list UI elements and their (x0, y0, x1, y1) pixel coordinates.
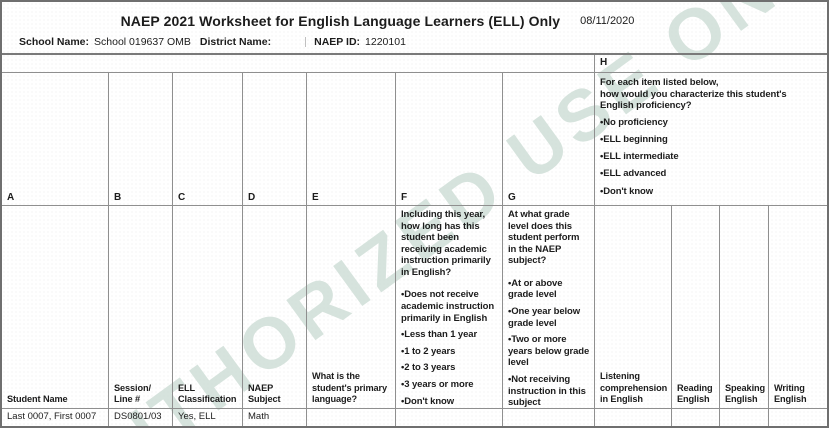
column-h-letter-cell: H (595, 55, 827, 73)
column-a-letter: A (7, 192, 15, 203)
naep-id-label: NAEP ID: (314, 36, 361, 48)
school-name-label: School Name: (19, 36, 90, 48)
f-answer-cell (396, 409, 503, 426)
document-header: NAEP 2021 Worksheet for English Language… (2, 2, 827, 53)
reading-label: Reading English (677, 382, 713, 404)
column-d-letter: D (248, 192, 256, 203)
field-divider (305, 37, 307, 47)
f-option: •Less than 1 year (401, 329, 478, 341)
f-option: •Does not receive academic instruction p… (401, 289, 495, 324)
column-b-letter-cell: B (109, 73, 173, 206)
h-option: •Don't know (600, 185, 654, 197)
writing-answer-cell (769, 409, 827, 426)
f-option: •3 years or more (401, 378, 474, 390)
school-info-row: School Name: School 019637 OMB District … (2, 31, 827, 53)
writing-header-cell: Writing English (769, 206, 827, 409)
h-option: •ELL beginning (600, 134, 668, 146)
ell-classification-label: ELL Classification (178, 382, 237, 404)
title-row: NAEP 2021 Worksheet for English Language… (2, 2, 827, 31)
column-f-question-cell: Including this year, how long has this s… (396, 206, 503, 409)
listening-label: Listening comprehension in English (600, 371, 668, 404)
column-a-letter-cell: A (2, 73, 109, 206)
document-date: 08/11/2020 (580, 15, 635, 27)
speaking-header-cell: Speaking English (720, 206, 769, 409)
naep-id-value: 1220101 (365, 36, 406, 48)
naep-subject-cell: Math (243, 409, 307, 426)
speaking-answer-cell (720, 409, 769, 426)
column-d-letter-cell: D (243, 73, 307, 206)
g-option: •Not receiving instruction in this subje… (508, 373, 586, 409)
listening-header-cell: Listening comprehension in English (595, 206, 672, 409)
h-option: •No proficiency (600, 117, 668, 129)
student-name-cell: Last 0007, First 0007 (2, 409, 109, 426)
column-g-question-cell: At what grade level does this student pe… (503, 206, 595, 409)
h-option: •ELL advanced (600, 168, 667, 180)
column-h-question-cell: For each item listed below, how would yo… (595, 73, 827, 206)
ell-classification-cell: Yes, ELL (173, 409, 243, 426)
page-title: NAEP 2021 Worksheet for English Language… (120, 13, 561, 29)
column-b-letter: B (114, 192, 122, 203)
column-c-letter: C (178, 192, 186, 203)
naep-subject-header-cell: NAEP Subject (243, 206, 307, 409)
g-answer-cell (503, 409, 595, 426)
g-option: •One year below grade level (508, 306, 581, 329)
column-g-letter: G (508, 192, 516, 203)
school-name-value: School 019637 OMB (94, 36, 191, 48)
listening-answer-cell (595, 409, 672, 426)
reading-answer-cell (672, 409, 720, 426)
f-option: •Don't know (401, 395, 455, 407)
column-e-letter: E (312, 192, 319, 203)
g-option: •At or above grade level (508, 277, 563, 301)
h-option: •ELL intermediate (600, 151, 679, 163)
reading-header-cell: Reading English (672, 206, 720, 409)
primary-language-header-cell: What is the student's primary language? (307, 206, 396, 409)
column-f-letter-cell: F (396, 73, 503, 206)
column-f-question: Including this year, how long has this s… (401, 209, 491, 278)
column-c-letter-cell: C (173, 73, 243, 206)
g-option: •Two or more years below grade level (508, 334, 590, 369)
column-h-question: For each item listed below, how would yo… (600, 77, 787, 112)
column-e-letter-cell: E (307, 73, 396, 206)
column-g-letter-cell: G (503, 73, 595, 206)
f-option: •2 to 3 years (401, 362, 456, 374)
column-f-letter: F (401, 192, 408, 203)
primary-language-label: What is the student's primary language? (312, 371, 388, 404)
naep-subject-label: NAEP Subject (248, 382, 281, 404)
writing-label: Writing English (774, 382, 807, 404)
session-line-cell: DS0801/03 (109, 409, 173, 426)
column-g-question: At what grade level does this student pe… (508, 209, 580, 267)
district-name-label: District Name: (199, 36, 272, 48)
student-name-label: Student Name (7, 393, 68, 404)
top-strip-cell (2, 55, 595, 73)
f-option: •1 to 2 years (401, 345, 456, 357)
ell-classification-header-cell: ELL Classification (173, 206, 243, 409)
session-line-header-cell: Session/ Line # (109, 206, 173, 409)
worksheet-table: H A B C D E F G For each item listed bel… (2, 53, 827, 426)
speaking-label: Speaking English (725, 382, 766, 404)
session-line-label: Session/ Line # (114, 382, 151, 404)
primary-language-cell (307, 409, 396, 426)
student-name-header-cell: Student Name (2, 206, 109, 409)
